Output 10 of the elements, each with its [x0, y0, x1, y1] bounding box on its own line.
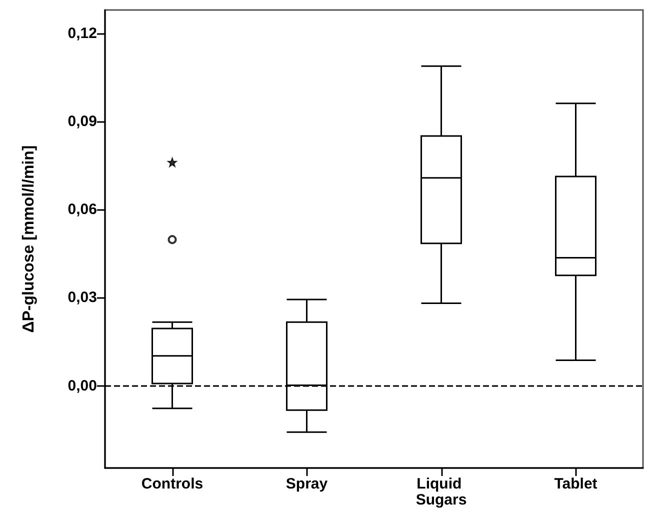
x-tick-label: Controls	[141, 476, 204, 492]
x-tick-label: Tablet	[554, 476, 598, 492]
y-axis-title: ΔP-glucose [mmol/l/min]	[20, 145, 38, 333]
y-tick-label: 0,09	[68, 113, 97, 130]
x-tick-label: Spray	[286, 476, 328, 492]
x-tick-label: Liquid Sugars	[416, 476, 467, 508]
y-tick-label: 0,00	[68, 377, 97, 394]
y-tick-label: 0,12	[68, 24, 97, 42]
y-tick-label: 0,03	[68, 289, 97, 306]
y-tick-label: 0,06	[68, 201, 97, 218]
